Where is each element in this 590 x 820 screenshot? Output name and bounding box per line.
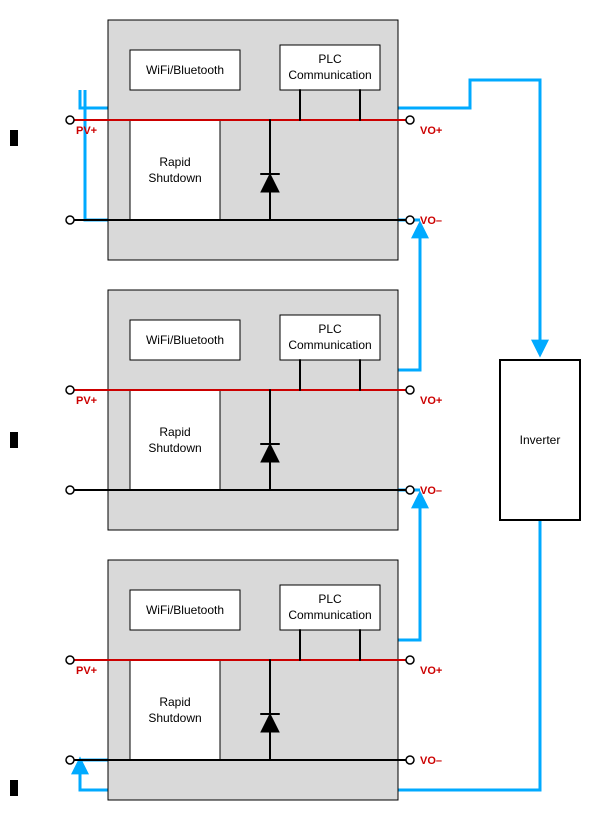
vo-minus-label: VO– [420, 485, 442, 497]
vo-plus-label: VO+ [420, 665, 442, 677]
terminal-node [66, 116, 74, 124]
vo-plus-label: VO+ [420, 125, 442, 137]
rsd-label: Shutdown [148, 441, 201, 455]
plc-label: Communication [288, 338, 371, 352]
pv-plus-label: PV+ [76, 665, 97, 677]
wifi-label: WiFi/Bluetooth [146, 63, 224, 77]
inverter-label: Inverter [520, 433, 561, 447]
pv-panel-icon [10, 432, 18, 448]
rsd-label: Rapid [159, 695, 190, 709]
vo-minus-label: VO– [420, 755, 442, 767]
terminal-node [406, 386, 414, 394]
pv-panel-icon [10, 780, 18, 796]
pv-plus-label: PV+ [76, 125, 97, 137]
wifi-label: WiFi/Bluetooth [146, 333, 224, 347]
pv-panel-icon [10, 130, 18, 146]
inverter-block: Inverter [500, 360, 580, 520]
wifi-label: WiFi/Bluetooth [146, 603, 224, 617]
plc-label: PLC [318, 322, 342, 336]
terminal-node [66, 656, 74, 664]
terminal-node [406, 116, 414, 124]
plc-label: Communication [288, 608, 371, 622]
terminal-node [66, 386, 74, 394]
pv-plus-label: PV+ [76, 395, 97, 407]
plc-label: Communication [288, 68, 371, 82]
rsd-module: WiFi/Bluetooth PLC Communication Rapid Shutd… [66, 20, 442, 260]
rsd-label: Rapid [159, 155, 190, 169]
rsd-label: Shutdown [148, 171, 201, 185]
rsd-module: WiFi/Bluetooth PLC Communication Rapid Shutd… [66, 560, 442, 800]
vo-plus-label: VO+ [420, 395, 442, 407]
terminal-node [406, 216, 414, 224]
rsd-label: Rapid [159, 425, 190, 439]
rsd-label: Shutdown [148, 711, 201, 725]
terminal-node [66, 216, 74, 224]
terminal-node [66, 486, 74, 494]
terminal-node [406, 656, 414, 664]
terminal-node [406, 756, 414, 764]
terminal-node [66, 756, 74, 764]
system-diagram: WiFi/Bluetooth PLC Communication Rapid Shutd… [0, 0, 590, 820]
break-symbol [30, 375, 60, 485]
terminal-node [406, 486, 414, 494]
plc-label: PLC [318, 592, 342, 606]
vo-minus-label: VO– [420, 215, 442, 227]
plc-label: PLC [318, 52, 342, 66]
rsd-module: WiFi/Bluetooth PLC Communication Rapid Shutd… [66, 290, 442, 530]
